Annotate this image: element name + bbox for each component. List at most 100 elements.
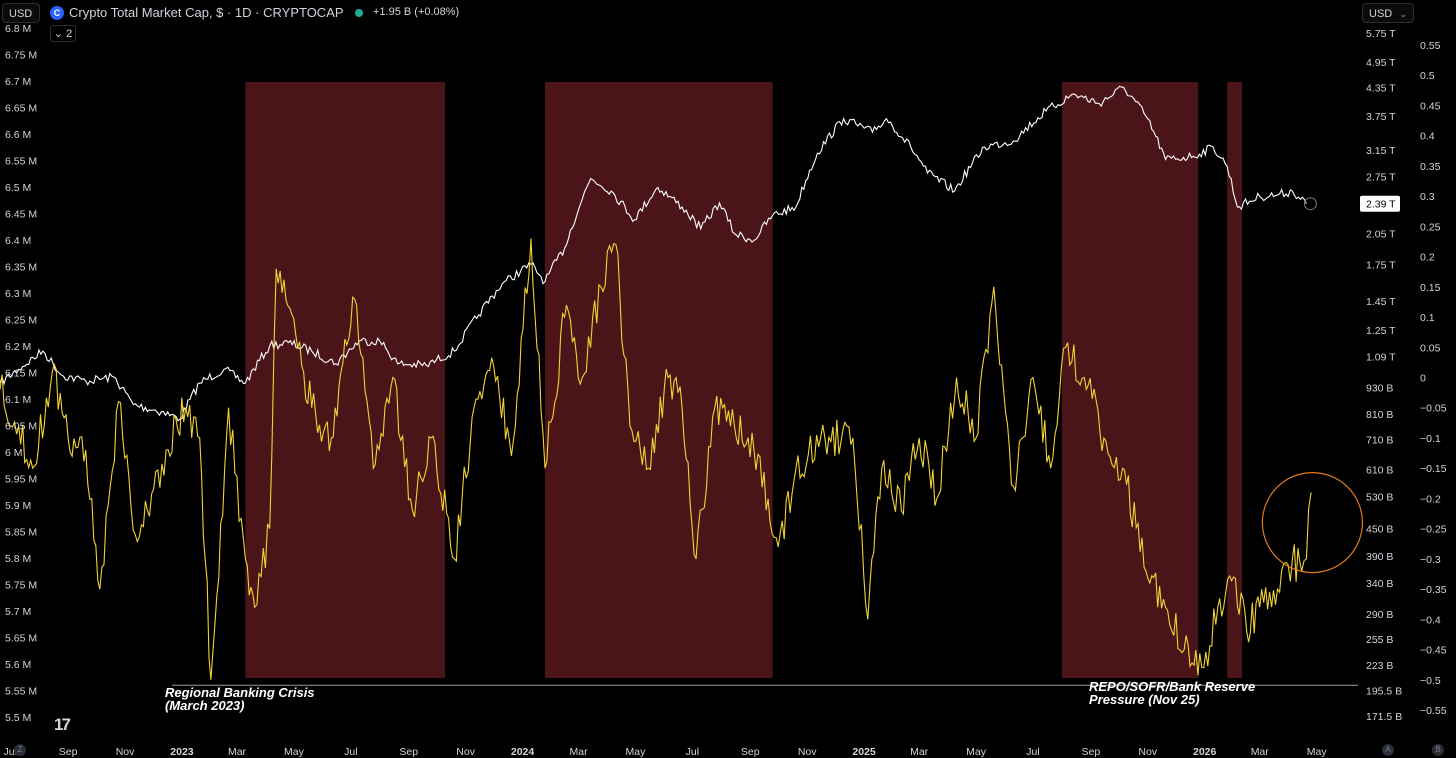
left-axis-tick: 6.7 M [5,76,31,88]
left-axis-tick: 5.9 M [5,500,31,512]
right-axis-tick: 0.35 [1420,161,1441,173]
time-axis-tick: Sep [741,746,760,758]
left-axis-tick: 5.7 M [5,606,31,618]
tradingview-logo-icon: 17 [54,715,71,734]
left-axis-tick: 6.35 M [5,262,37,274]
cap-axis-tick: 530 B [1366,492,1393,504]
left-axis-tick: 6.4 M [5,235,31,247]
left-axis-tick: 5.5 M [5,712,31,724]
right-axis-tick: −0.35 [1420,584,1447,596]
right-axis-tick: 0.3 [1420,191,1435,203]
currency-selector-right[interactable]: USD ⌄ [1362,3,1414,23]
shaded-period [544,82,773,678]
cap-axis-tick: 290 B [1366,609,1393,621]
currency-selector-left[interactable]: USD [2,3,40,23]
last-value-label: 2.39 T [1360,195,1400,212]
left-axis-tick: 6.65 M [5,103,37,115]
time-axis-tick: Sep [399,746,418,758]
auto-scale-icon[interactable]: A [1382,744,1394,756]
left-axis-tick: 6 M [5,447,23,459]
annotation-text: REPO/SOFR/Bank Reserve [1089,679,1255,694]
zoom-icon[interactable]: Z [14,744,26,756]
market-cap-line [0,85,1307,422]
left-axis-tick: 6.5 M [5,182,31,194]
right-axis-tick: −0.05 [1420,403,1447,415]
left-axis-tick: 6.75 M [5,50,37,62]
time-axis-tick: Nov [1138,746,1157,758]
left-price-axis: 6.8 M 6.75 M 6.7 M 6.65 M 6.6 M 6.55 M 6.5 M 6.… [5,23,37,724]
shaded-period [245,82,446,678]
time-axis-tick: Sep [1082,746,1101,758]
cap-axis-tick: 195.5 B [1366,686,1402,698]
cap-axis-tick: 1.75 T [1366,259,1396,271]
last-price-marker [1303,197,1317,211]
cap-axis-tick: 5.75 T [1366,28,1396,40]
time-axis-tick: May [284,746,305,758]
time-axis-tick: Nov [116,746,135,758]
left-axis-tick: 6.8 M [5,23,31,35]
highlight-circle [1261,471,1364,574]
right-axis-tick: −0.4 [1420,614,1441,626]
cap-axis-tick: 610 B [1366,464,1393,476]
cap-axis-tick: 390 B [1366,551,1393,563]
chevron-down-icon: ⌄ [53,28,64,40]
time-axis-tick: Jul [344,746,357,758]
last-value-text: 2.39 T [1366,199,1396,211]
cap-axis-tick: 4.95 T [1366,57,1396,69]
right-axis-tick: −0.5 [1420,675,1441,687]
left-axis-tick: 5.8 M [5,553,31,565]
right-axis-tick: −0.1 [1420,433,1441,445]
cap-axis-tick: 2.05 T [1366,229,1396,241]
indicator-count: 2 [66,28,73,40]
left-axis-tick: 6.2 M [5,341,31,353]
time-axis-tick: May [966,746,987,758]
last-value-box [1360,195,1400,212]
left-axis-tick: 6.25 M [5,315,37,327]
time-axis-tick: Jul [1026,746,1039,758]
shaded-period [1227,82,1243,678]
cap-axis-tick: 810 B [1366,409,1393,421]
indicator-line [0,238,1312,680]
left-axis-tick: 5.85 M [5,527,37,539]
left-axis-tick: 6.3 M [5,288,31,300]
market-cap-axis: 5.75 T 4.95 T 4.35 T 3.75 T 3.15 T 2.75 T 2.05… [1366,28,1402,723]
right-axis-tick: −0.2 [1420,493,1441,505]
cap-axis-tick: 450 B [1366,523,1393,535]
time-axis-tick: Jul [686,746,699,758]
time-axis-tick: Sep [59,746,78,758]
cap-axis-tick: 4.35 T [1366,82,1396,94]
annotation-text: Regional Banking Crisis [165,685,315,700]
left-axis-tick: 6.45 M [5,209,37,221]
cap-axis-tick: 1.25 T [1366,325,1396,337]
time-axis-tick: Jul [4,746,17,758]
cap-axis-tick: 171.5 B [1366,711,1402,723]
symbol-title[interactable]: Crypto Total Market Cap, $ · 1D · CRYPTO… [69,5,344,20]
right-indicator-axis: 0.55 0.5 0.45 0.4 0.35 0.3 0.25 0.2 0.15 0.1 0.05 0… [1420,40,1447,717]
right-axis-tick: −0.55 [1420,705,1447,717]
indicators-collapse-button[interactable]: ⌄ 2 [50,25,76,42]
right-axis-tick: 0.2 [1420,252,1435,264]
time-axis-tick: Nov [456,746,475,758]
right-axis-tick: −0.15 [1420,463,1447,475]
right-axis-tick: −0.45 [1420,645,1447,657]
market-status-dot [355,9,363,17]
cap-axis-tick: 340 B [1366,578,1393,590]
chevron-down-icon: ⌄ [1399,9,1407,19]
time-axis-tick: Mar [570,746,589,758]
price-change: +1.95 B (+0.08%) [373,6,460,18]
cap-axis-tick: 1.45 T [1366,296,1396,308]
left-axis-tick: 5.65 M [5,633,37,645]
time-axis-tick: Mar [1251,746,1270,758]
time-axis-tick: 2025 [852,746,876,758]
cap-axis-tick: 930 B [1366,382,1393,394]
right-axis-tick: −0.3 [1420,554,1441,566]
shaded-periods [245,82,1243,678]
right-axis-tick: 0.15 [1420,282,1441,294]
right-axis-tick: 0.55 [1420,40,1441,52]
settings-icon[interactable]: B [1432,744,1444,756]
left-axis-tick: 6.55 M [5,156,37,168]
chart-header: USD C Crypto Total Market Cap, $ · 1D · … [0,0,1456,28]
right-axis-tick: 0.1 [1420,312,1435,324]
time-axis-tick: 2024 [511,746,535,758]
